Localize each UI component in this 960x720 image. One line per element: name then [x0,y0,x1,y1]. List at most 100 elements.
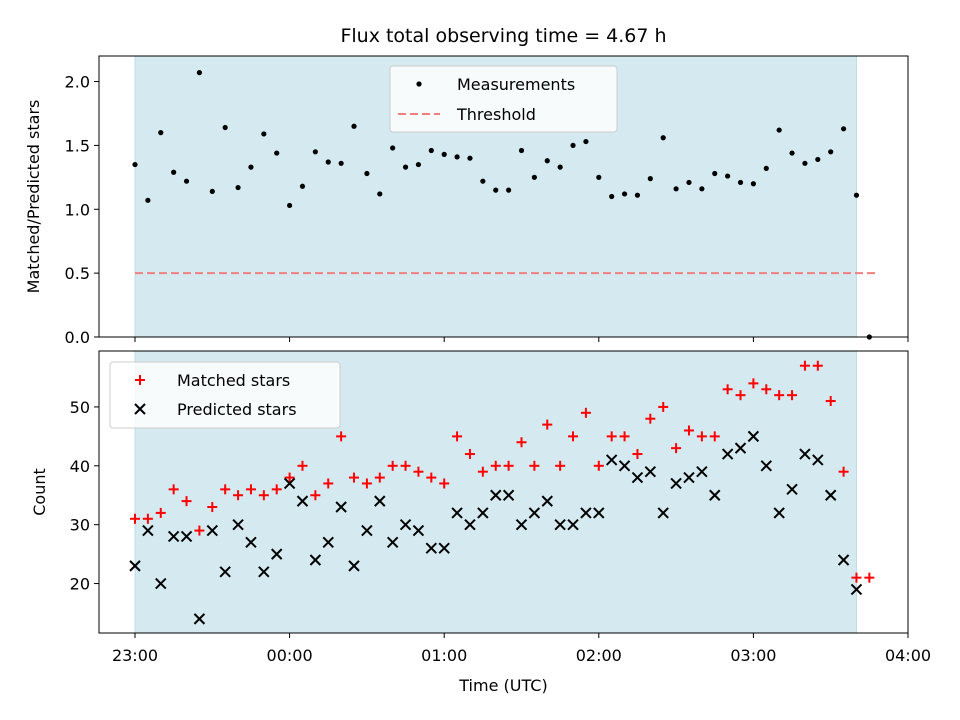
count-x-tick-label: 01:00 [421,646,467,665]
measurement-point [544,158,550,164]
measurements-series [132,70,872,340]
measurement-point [299,183,306,189]
matched-star-point [220,484,231,495]
count-axes-frame [98,350,909,634]
predicted-star-point [464,518,476,531]
measurement-point [196,70,203,76]
matched-star-point [619,431,630,442]
matched-star-point [258,490,269,501]
predicted-star-point [193,613,206,625]
matched-star-point [168,484,179,495]
predicted-star-point [232,518,244,531]
predicted-star-point [670,477,682,490]
matched-star-point [722,384,733,395]
predicted-star-point [824,489,837,501]
measurement-point [840,126,847,132]
matched-star-point [181,496,192,507]
matched-star-point [142,513,153,524]
matched-star-point [490,460,501,471]
measurement-point [518,147,525,154]
predicted-star-point [283,477,296,490]
predicted-star-point [348,560,360,572]
predicted-star-point [451,507,463,519]
measurement-point [145,197,151,203]
matched-star-point [310,490,321,501]
matched-star-point [207,502,218,513]
matched-star-point [735,390,746,401]
matched-star-point [593,460,604,471]
matched-star-point [452,431,463,442]
ratio-y-tick-label: 0.0 [65,328,90,347]
measurement-point [583,138,589,145]
matched-star-point [245,484,256,495]
ratio-y-tick-label: 1.0 [65,200,90,219]
ratio-legend-box [389,65,618,133]
measurement-point [737,179,744,186]
predicted-star-point [812,454,824,466]
measurement-point [506,187,512,193]
predicted-star-point [490,489,502,501]
measurement-point [287,202,293,209]
count-y-tick-label: 40 [70,457,90,476]
count-y-axis-label: Count [30,468,49,516]
predicted-star-point [167,530,180,543]
measurement-point [621,191,628,197]
predicted-star-point [219,566,231,578]
predicted-star-point [258,566,270,578]
predicted-star-point [271,548,283,560]
measurement-point [158,130,164,136]
measurement-point [609,193,615,200]
matched-star-point [529,460,540,471]
count-y-tick-label: 30 [70,516,90,535]
measurement-point [428,147,434,154]
measurement-point [248,164,254,170]
measurement-point [712,170,718,177]
matched-star-point [645,413,656,424]
legend-plus-glyph [135,375,145,385]
count-x-tick-label: 00:00 [267,646,313,665]
matched-star-point [580,407,591,418]
measurement-point [570,142,576,149]
count-y-ticks: 20 30 40 50 [70,398,99,594]
predicted-star-point [322,536,334,549]
predicted-star-point [554,518,566,531]
matched-star-point [439,478,450,489]
measurement-point [235,184,241,191]
matched-star-point [374,472,385,483]
measurement-point [789,150,795,156]
matched-star-point [799,360,810,371]
predicted-star-point [386,536,399,549]
predicted-star-point [502,489,515,501]
predicted-star-point [580,507,592,519]
ratio-y-ticks: 0.0 0.5 1.0 1.5 2.0 [65,73,99,347]
matched-star-point [812,360,823,371]
predicted-star-point [335,501,347,513]
matched-star-point [761,384,772,395]
measurement-point [402,164,409,170]
count-x-ticks: 23:00 00:00 01:00 02:00 03:00 04:00 [112,633,931,665]
x-axis-label: Time (UTC) [458,676,547,695]
predicted-star-point [567,518,579,531]
legend-x-glyph [134,403,146,415]
predicted-star-point [773,507,785,519]
measurement-point [634,192,641,198]
legend-matched-label: Matched stars [177,371,290,390]
measurement-point [828,149,834,155]
predicted-star-point [296,495,309,507]
measurement-point [776,127,782,133]
measurement-point [454,154,460,160]
measurement-point [351,123,357,129]
predicted-star-point [425,542,438,554]
predicted-star-point [155,577,167,590]
matched-star-point [671,443,682,454]
predicted-stars-series [129,430,863,625]
matched-star-point [774,390,785,401]
measurement-point [673,186,679,192]
legend-predicted-marker [134,403,146,415]
matched-star-point [864,572,875,583]
count-x-tick-label: 03:00 [730,646,776,665]
measurement-point [686,179,692,186]
ratio-y-axis-label: Matched/Predicted stars [24,100,43,294]
predicted-star-point [129,560,141,572]
measurement-point [467,155,473,161]
